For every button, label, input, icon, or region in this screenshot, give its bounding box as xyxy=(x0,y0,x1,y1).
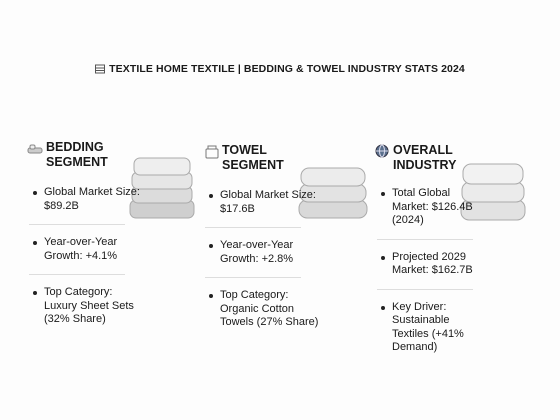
bullet: Key Driver: Sustainable Textiles (+41% D… xyxy=(381,301,481,355)
bullet: Projected 2029 Market: $162.7B xyxy=(381,251,481,278)
duvet-image xyxy=(460,163,526,221)
header: TEXTILE HOME TEXTILE | BEDDING & TOWEL I… xyxy=(0,63,560,75)
bullet: Global Market Size: $89.2B xyxy=(33,186,143,213)
column-title: TOWEL SEGMENT xyxy=(222,143,284,172)
bullet-list: Total Global Market: $126.4B (2024) Proj… xyxy=(377,187,481,355)
globe-icon xyxy=(375,144,389,158)
divider xyxy=(29,274,125,275)
divider xyxy=(29,224,125,225)
header-icon xyxy=(95,64,106,74)
bullet: Top Category: Luxury Sheet Sets (32% Sha… xyxy=(33,286,143,327)
divider xyxy=(205,227,301,228)
bullet-list: Global Market Size: $89.2B Year-over-Yea… xyxy=(29,186,143,327)
column-title: OVERALL INDUSTRY xyxy=(393,143,457,172)
bullet: Year-over-Year Growth: +4.1% xyxy=(33,236,143,263)
bedding-image xyxy=(129,157,195,219)
bullet: Total Global Market: $126.4B (2024) xyxy=(381,187,481,228)
bullet-list: Global Market Size: $17.6B Year-over-Yea… xyxy=(205,189,319,330)
divider xyxy=(377,238,473,240)
towel-icon xyxy=(205,145,219,159)
bed-icon xyxy=(27,144,43,154)
column-title: BEDDING SEGMENT xyxy=(46,140,108,169)
bullet: Top Category: Organic Cotton Towels (27%… xyxy=(209,289,319,330)
bullet: Global Market Size: $17.6B xyxy=(209,189,319,216)
header-title: TEXTILE HOME TEXTILE | BEDDING & TOWEL I… xyxy=(109,63,465,75)
divider xyxy=(205,277,301,278)
divider xyxy=(377,288,473,290)
bullet: Year-over-Year Growth: +2.8% xyxy=(209,239,319,266)
towel-image xyxy=(298,167,368,219)
